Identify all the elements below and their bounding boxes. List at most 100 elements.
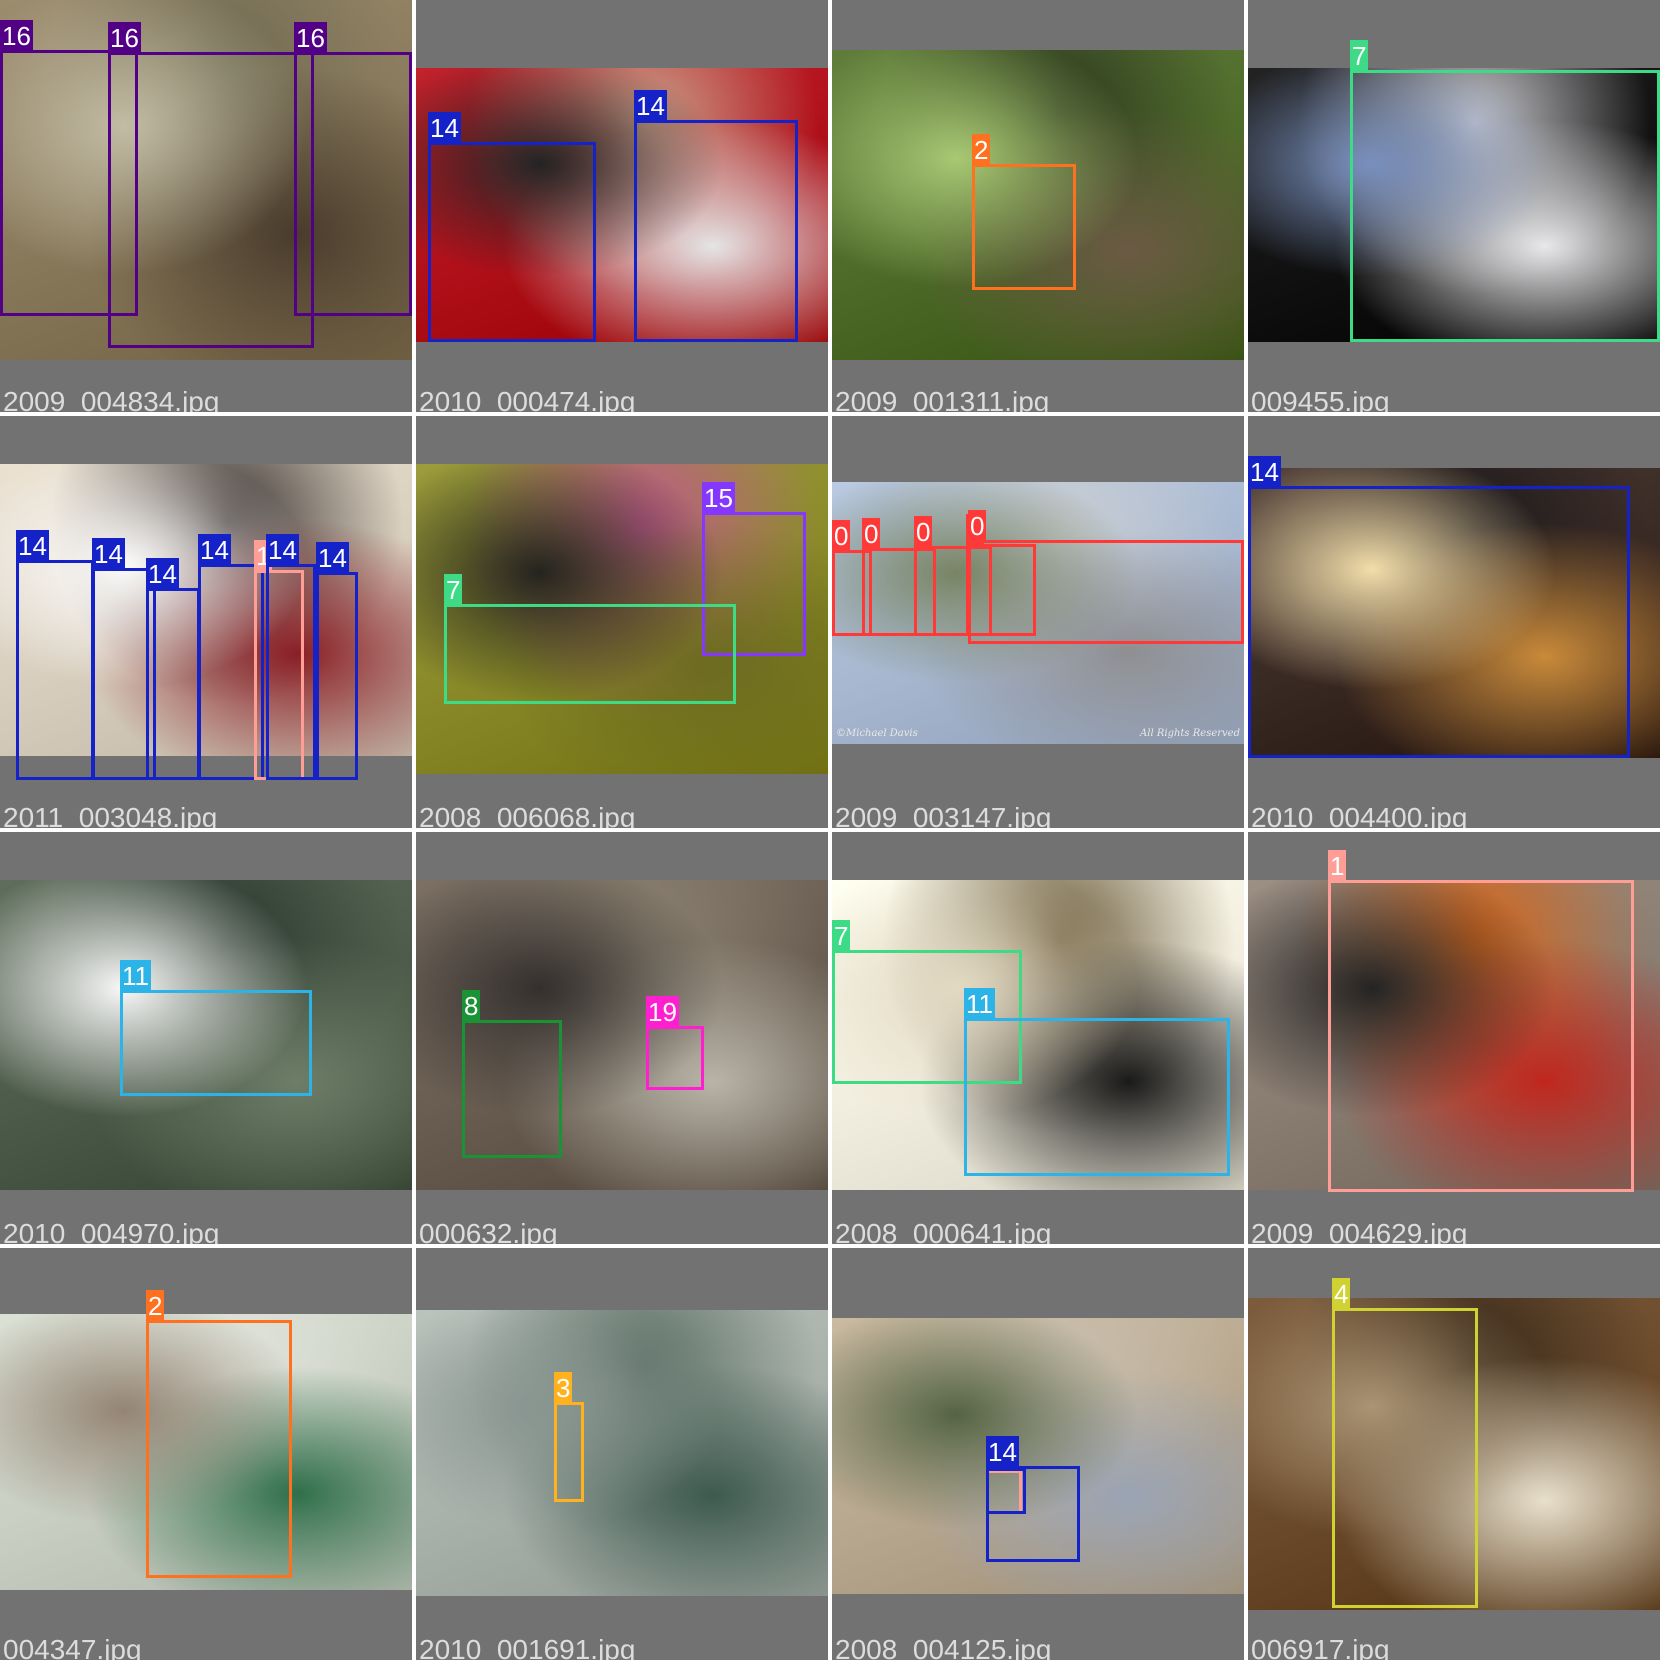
bounding-box [120, 990, 312, 1096]
bounding-box [702, 512, 806, 656]
mosaic-tile: 7 11 2008_000641.jpg [832, 832, 1244, 1244]
class-label: 14 [316, 542, 349, 574]
bounding-box [444, 604, 736, 704]
photo [832, 50, 1244, 360]
class-label: 11 [120, 960, 151, 992]
bounding-box [146, 588, 200, 780]
watermark-right: All Rights Reserved [1140, 728, 1240, 739]
class-label: 14 [16, 530, 49, 562]
mosaic-tile: 14 14 2010_000474.jpg [416, 0, 828, 412]
filename-label: 2010_004970.jpg [3, 1218, 220, 1245]
photo [416, 464, 828, 774]
photo [416, 880, 828, 1190]
class-label: 14 [92, 538, 125, 570]
class-label: 8 [462, 990, 481, 1022]
bounding-box [108, 52, 314, 348]
filename-label: 009455.jpg [1251, 386, 1390, 413]
mosaic-tile: 7 009455.jpg [1248, 0, 1660, 412]
filename-label: 2008_000641.jpg [835, 1218, 1052, 1245]
class-label: 0 [968, 510, 987, 542]
bounding-box [146, 1320, 292, 1578]
photo [832, 482, 1244, 744]
class-label: 4 [1332, 1278, 1351, 1310]
class-label: 14 [198, 534, 231, 566]
class-label: 2 [146, 1290, 165, 1322]
mosaic-tile: 4 006917.jpg [1248, 1248, 1660, 1660]
class-label: 14 [1248, 456, 1281, 488]
class-label: 15 [702, 482, 735, 514]
photo [1248, 68, 1660, 342]
photo [1248, 880, 1660, 1190]
photo [832, 880, 1244, 1190]
bounding-box [964, 1018, 1230, 1176]
bounding-box [862, 548, 936, 636]
class-label: 0 [914, 516, 933, 548]
class-label: 7 [832, 920, 851, 952]
filename-label: 2011_003048.jpg [3, 802, 218, 829]
photo [832, 1318, 1244, 1594]
class-label: 19 [646, 996, 679, 1028]
photo [416, 1310, 828, 1596]
mosaic-tile: 114142008_004125.jpg [832, 1248, 1244, 1660]
filename-label: 000632.jpg [419, 1218, 558, 1245]
class-label: 1 [1328, 850, 1347, 882]
mosaic-tile: 14 14 14 14 1 14 14 2011_003048.jpg [0, 416, 412, 828]
bounding-box [914, 546, 992, 636]
photo [0, 880, 412, 1190]
mosaic-tile: 1 2009_004629.jpg [1248, 832, 1660, 1244]
filename-label: 004347.jpg [3, 1634, 142, 1661]
photo [0, 1314, 412, 1590]
bounding-box [634, 120, 798, 342]
bounding-box [198, 564, 264, 780]
class-label: 14 [986, 1436, 1019, 1468]
class-label: 7 [1350, 40, 1369, 72]
bounding-box [294, 52, 412, 316]
mosaic-tile: 2 004347.jpg [0, 1248, 412, 1660]
class-label: 11 [964, 988, 995, 1020]
filename-label: 2009_004834.jpg [3, 386, 220, 413]
photo [0, 464, 412, 756]
bounding-box [972, 164, 1076, 290]
bounding-box [1248, 486, 1630, 758]
watermark-left: ©Michael Davis [836, 728, 918, 739]
class-label: 0 [862, 518, 881, 550]
class-label: 14 [634, 90, 667, 122]
class-label: 14 [428, 112, 461, 144]
bounding-box [1350, 70, 1660, 342]
bounding-box [266, 564, 316, 780]
photo [1248, 468, 1660, 758]
class-label: 16 [108, 22, 141, 54]
filename-label: 2010_001691.jpg [419, 1634, 636, 1661]
bounding-box [0, 50, 138, 316]
filename-label: 006917.jpg [1251, 1634, 1390, 1661]
class-label: 16 [294, 22, 327, 54]
bounding-box [966, 544, 1036, 636]
class-label: 0 [832, 520, 851, 552]
mosaic-tile: 15 7 2008_006068.jpg [416, 416, 828, 828]
class-label: 14 [266, 534, 299, 566]
bounding-box [428, 142, 596, 342]
bounding-box [1332, 1308, 1478, 1608]
class-label: 16 [0, 20, 33, 52]
filename-label: 2010_000474.jpg [419, 386, 636, 413]
filename-label: 2009_001311.jpg [835, 386, 1050, 413]
bounding-box [316, 572, 358, 780]
class-label: 7 [444, 574, 463, 606]
bounding-box [554, 1402, 584, 1502]
mosaic-tile: 8 19 000632.jpg [416, 832, 828, 1244]
photo [1248, 1298, 1660, 1610]
class-label: 3 [554, 1372, 573, 1404]
filename-label: 2009_004629.jpg [1251, 1218, 1468, 1245]
bounding-box [968, 540, 1244, 644]
mosaic-tile: 11 2010_004970.jpg [0, 832, 412, 1244]
filename-label: 2008_006068.jpg [419, 802, 636, 829]
class-label: 14 [146, 558, 179, 590]
mosaic-tile: 2 2009_001311.jpg [832, 0, 1244, 412]
bounding-box [832, 550, 872, 636]
filename-label: 2009_003147.jpg [835, 802, 1052, 829]
bounding-box [16, 560, 94, 780]
class-label: 2 [972, 134, 991, 166]
bounding-box [986, 1466, 1080, 1562]
